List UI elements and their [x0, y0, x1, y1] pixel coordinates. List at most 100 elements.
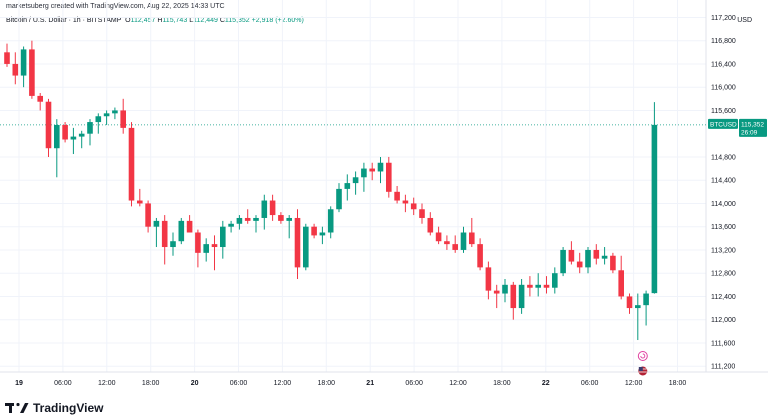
candle-body [244, 217, 251, 221]
candle-body [294, 217, 301, 268]
x-tick-label: 12:00 [625, 380, 643, 387]
candle-body [54, 124, 60, 149]
event-marker-icon [637, 351, 648, 361]
candle-body [469, 232, 475, 245]
candle-body [635, 305, 641, 309]
candle-body [203, 244, 209, 253]
candle-body [128, 127, 135, 201]
candle-body [643, 293, 649, 306]
candle-body [651, 124, 658, 294]
candle-body [112, 110, 118, 114]
x-tick-label: 18:00 [669, 380, 687, 387]
candle-body [535, 284, 541, 288]
candle-body [477, 244, 483, 268]
candle-body [585, 249, 591, 268]
x-tick-label: 06:00 [405, 380, 423, 387]
open-label: O [125, 17, 131, 24]
high-value: 115,743 [162, 17, 188, 24]
y-tick-label: 112,400 [711, 294, 736, 301]
candle-body [576, 261, 583, 268]
candle-body [120, 110, 126, 128]
chart-attribution: marketsuberg created with TradingView.co… [6, 3, 225, 10]
candle-body [493, 290, 500, 294]
y-tick-label: 117,200 [711, 15, 736, 22]
candle-body [527, 284, 533, 288]
candle-body [352, 177, 359, 184]
candle-body [361, 168, 367, 178]
candle-body [62, 124, 68, 140]
close-label: C [219, 17, 225, 24]
x-tick-label: 22 [542, 380, 550, 387]
high-label: H [157, 17, 163, 24]
candle-body [195, 232, 201, 253]
x-tick-label: 06:00 [581, 380, 599, 387]
price-badge-countdown: 26:09 [741, 129, 758, 136]
x-tick-label: 18:00 [142, 380, 160, 387]
x-tick-label: 06:00 [230, 380, 248, 387]
candle-body [170, 241, 176, 248]
candle-body [103, 113, 110, 117]
y-tick-label: 116,800 [711, 38, 736, 45]
candle-body [419, 209, 425, 218]
candle-body [410, 203, 417, 210]
x-tick-label: 21 [366, 380, 374, 387]
candle-body [278, 215, 284, 221]
x-tick-label: 20 [191, 380, 199, 387]
candle-body [626, 296, 633, 309]
y-tick-label: 114,800 [711, 154, 736, 161]
change-value: +2,918 (+2.60%) [251, 17, 304, 24]
candle-body [186, 220, 193, 233]
y-tick-label: 115,600 [711, 108, 736, 115]
y-tick-label: 111,200 [711, 364, 735, 371]
candle-body [286, 217, 292, 221]
close-value: 115,352 [224, 17, 250, 24]
symbol-badge-bg [708, 118, 738, 129]
candle-body [145, 203, 151, 227]
candle-body [137, 200, 143, 204]
us-flag-canton [638, 367, 643, 371]
tradingview-logo-icon [5, 403, 29, 413]
candle-body [452, 244, 458, 250]
price-badge-value: 115,352 [741, 121, 764, 128]
candle-body [178, 220, 185, 242]
candle-body [601, 255, 608, 259]
candle-body [369, 168, 375, 172]
price-badge-bg [739, 118, 767, 137]
candle-body [460, 232, 467, 250]
candle-body [568, 249, 575, 262]
y-tick-label: 111,600 [711, 340, 735, 347]
y-tick-label: 113,200 [711, 247, 736, 254]
candlestick-chart[interactable]: 117,200 116,800 116,400 116,000 115,600 114,8… [0, 0, 768, 392]
x-tick-label: 12:00 [274, 380, 292, 387]
candle-body [502, 284, 508, 294]
candle-body [377, 162, 384, 172]
candle-body [386, 162, 392, 192]
candle-body [220, 226, 226, 248]
symbol-badge-label: BTCUSD [710, 121, 737, 128]
open-value: 112,457 [130, 17, 156, 24]
candle-body [435, 232, 442, 242]
brand-name: TradingView [33, 401, 104, 415]
candle-body [153, 220, 160, 227]
low-value: 112,449 [193, 17, 218, 24]
symbol-name[interactable]: Bitcoin / U.S. Dollar · 1h · BITSTAMP [6, 17, 122, 24]
candle-body [560, 249, 566, 274]
y-tick-label: 116,400 [711, 61, 736, 68]
candle-body [394, 191, 400, 201]
candle-body [319, 232, 326, 236]
y-tick-label: 113,600 [711, 224, 736, 231]
currency-label[interactable]: USD [737, 17, 752, 24]
candle-body [269, 200, 276, 216]
tradingview-logo[interactable]: TradingView [5, 401, 103, 415]
candle-body [610, 255, 616, 271]
candle-body [518, 284, 525, 309]
chart-footer [0, 392, 768, 419]
candle-body [485, 267, 492, 291]
candle-body [427, 217, 434, 233]
candle-body [78, 133, 85, 137]
candle-body [552, 273, 558, 288]
candle-body [336, 188, 342, 210]
candle-body [510, 284, 517, 309]
candle-body [161, 220, 168, 248]
